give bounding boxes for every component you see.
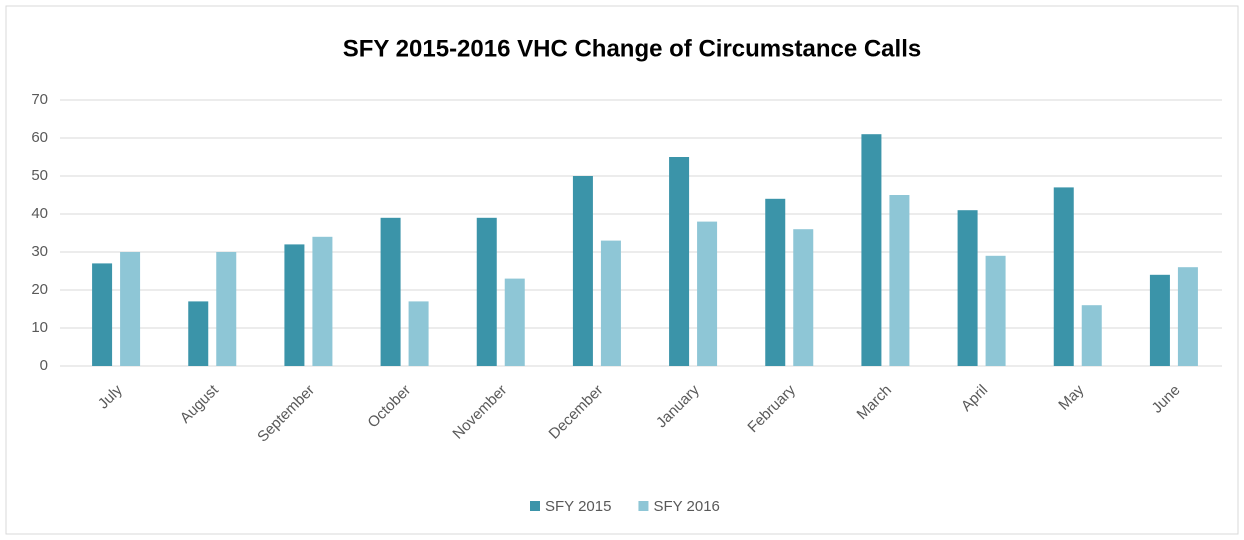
bar [600,240,621,366]
bar [1081,305,1102,366]
y-tick-label: 40 [31,205,48,222]
bar [793,229,814,366]
legend-label: SFY 2015 [545,498,611,515]
legend-swatch [638,501,649,511]
chart-border [5,5,1239,535]
y-tick-label: 10 [31,319,48,336]
bar [765,198,786,366]
bar [92,263,113,366]
bar [408,301,429,366]
y-tick-label: 70 [31,91,48,108]
bar [889,195,910,366]
bar [1149,274,1170,366]
bar [216,252,237,366]
legend-swatch [530,501,540,511]
y-tick-label: 30 [31,243,48,260]
bar [380,217,401,366]
bar [188,301,209,366]
bar [1053,187,1074,366]
bar [697,221,718,366]
bar [476,217,497,366]
y-tick-label: 50 [31,167,48,184]
chart-title: SFY 2015-2016 VHC Change of Circumstance… [343,35,921,62]
bar [669,157,690,366]
bar [957,210,978,366]
y-tick-label: 0 [40,357,48,374]
bar [1177,267,1198,366]
bar [861,134,882,366]
bar [985,255,1006,366]
legend-label: SFY 2016 [653,498,719,515]
bar [504,278,525,366]
bar [120,252,141,366]
bar [312,236,333,366]
bar [284,244,305,366]
bar [572,176,593,366]
y-tick-label: 20 [31,281,48,298]
y-tick-label: 60 [31,129,48,146]
